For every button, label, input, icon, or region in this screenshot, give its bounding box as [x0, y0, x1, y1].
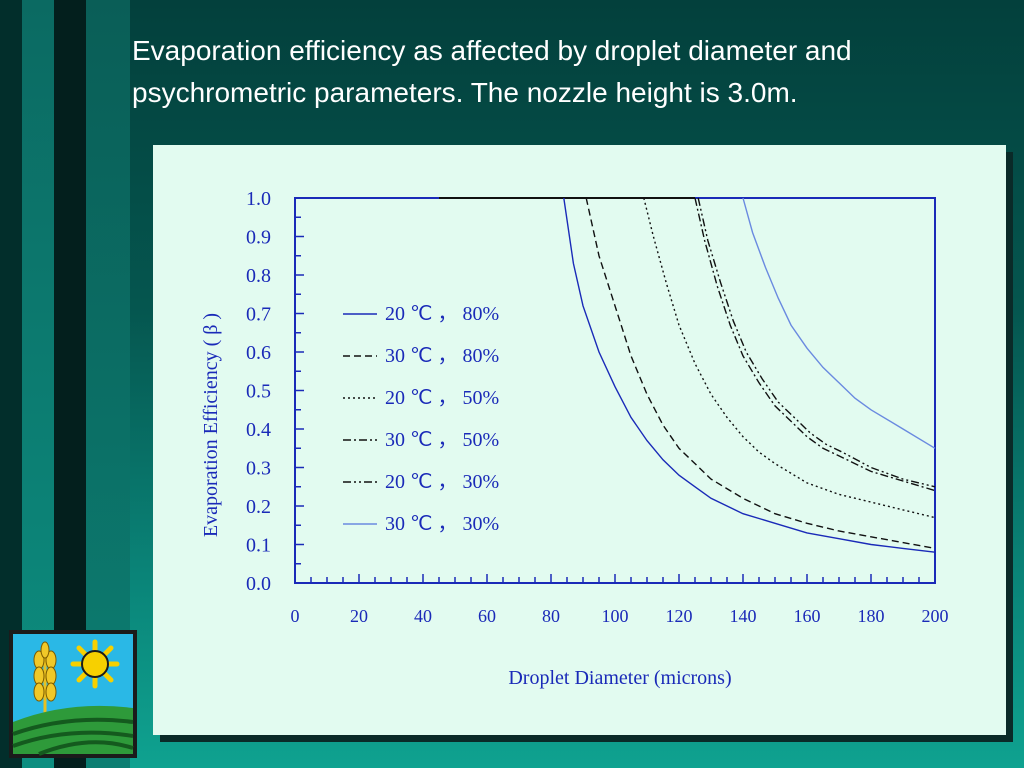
x-tick-label: 20 [350, 606, 368, 626]
y-tick-label: 0.4 [246, 419, 271, 441]
x-tick-label: 160 [794, 606, 821, 626]
legend-label-1: 20 ℃ ， 80% [385, 303, 499, 325]
y-tick-label: 0.6 [246, 342, 271, 364]
series-line-6 [742, 197, 936, 449]
field-icon [12, 705, 134, 756]
chart-panel: 0 20 40 60 80 100 120 140 160 180 200 0.0 0.1 0.2 0.3 0… [153, 145, 1006, 735]
x-tick-label: 200 [922, 606, 949, 626]
x-tick-label: 180 [858, 606, 885, 626]
series-line-2 [585, 197, 936, 550]
series-line-3 [643, 197, 936, 519]
y-tick-label: 0.5 [246, 381, 271, 403]
series-line-5 [697, 197, 936, 488]
series-line-1 [563, 197, 936, 553]
chart-svg: 0 20 40 60 80 100 120 140 160 180 200 0.0 0.1 0.2 0.3 0… [200, 188, 949, 689]
y-tick-label: 1.0 [246, 188, 271, 210]
x-tick-label: 140 [730, 606, 757, 626]
y-tick-label: 0.7 [246, 304, 271, 326]
slide-title-line1: Evaporation efficiency as affected by dr… [132, 35, 852, 66]
x-tick-label: 40 [414, 606, 432, 626]
slide-title: Evaporation efficiency as affected by dr… [132, 30, 1017, 114]
y-tick-label: 0.8 [246, 265, 271, 287]
legend-label-6: 30 ℃ ， 30% [385, 513, 499, 535]
y-tick-label: 0.1 [246, 535, 271, 557]
legend-label-4: 30 ℃ ， 50% [385, 429, 499, 451]
x-tick-label: 60 [478, 606, 496, 626]
series-line-4 [694, 197, 936, 492]
y-tick-label: 0.9 [246, 227, 271, 249]
slide-title-line2: psychrometric parameters. The nozzle hei… [132, 77, 798, 108]
sun-icon [70, 639, 120, 689]
x-tick-label: 120 [666, 606, 693, 626]
legend-label-2: 30 ℃ ， 80% [385, 345, 499, 367]
x-tick-label: 100 [602, 606, 629, 626]
x-tick-label: 80 [542, 606, 560, 626]
legend-label-3: 20 ℃ ， 50% [385, 387, 499, 409]
logo [9, 630, 137, 758]
x-tick-label: 0 [291, 606, 300, 626]
x-axis-label: Droplet Diameter (microns) [508, 667, 731, 689]
y-tick-label: 0.3 [246, 458, 271, 480]
y-tick-label: 0.0 [246, 573, 271, 595]
wheat-icon [33, 641, 57, 715]
legend-label-5: 20 ℃ ， 30% [385, 471, 499, 493]
y-axis-label: Evaporation Efficiency ( β ) [200, 313, 222, 537]
y-tick-label: 0.2 [246, 496, 271, 518]
